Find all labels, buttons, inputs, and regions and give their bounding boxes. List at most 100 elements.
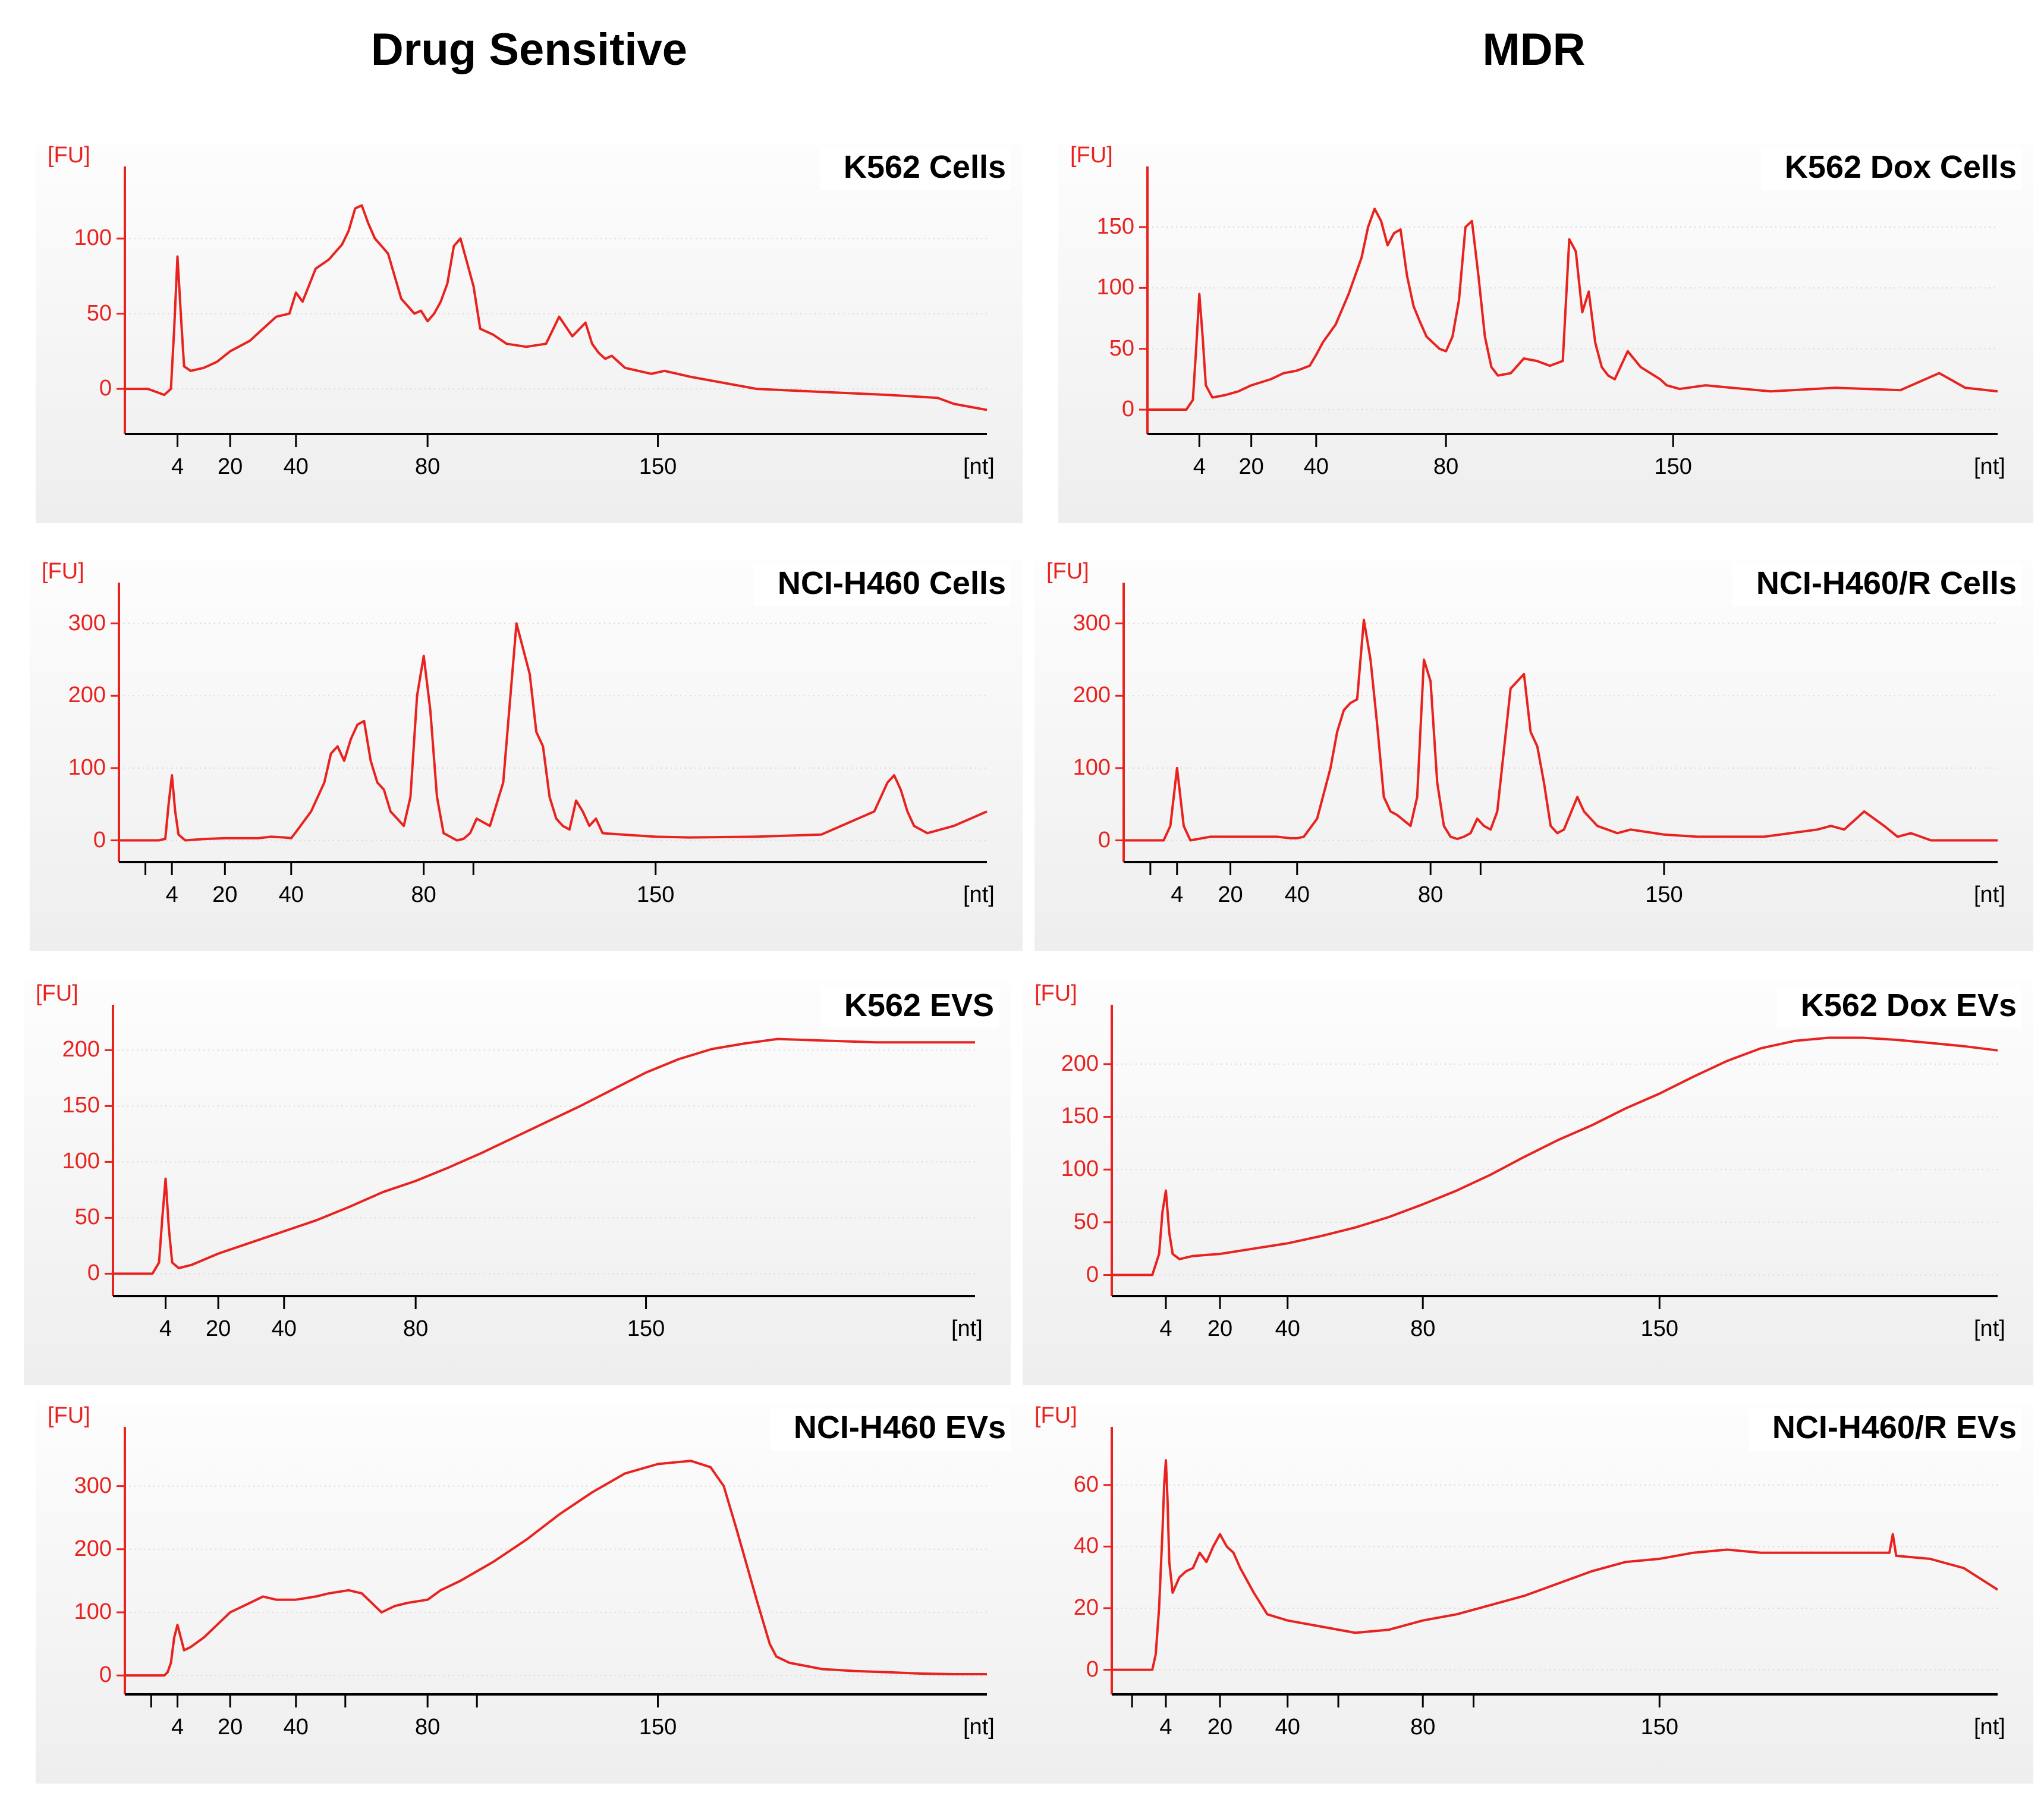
y-tick-label: 40 [1073, 1533, 1099, 1559]
chart-nci-h460-r-evs [1103, 1427, 1999, 1707]
x-tick-label: 150 [1640, 1316, 1678, 1341]
y-tick-label: 200 [74, 1536, 112, 1561]
chart-nci-h460-evs [117, 1427, 987, 1707]
y-tick-label: 200 [62, 1037, 100, 1062]
y-axis-label: [FU] [42, 559, 84, 584]
x-tick-label: 4 [1159, 1316, 1172, 1341]
y-tick-label: 0 [87, 1260, 100, 1286]
y-axis-label: [FU] [1046, 559, 1089, 584]
y-tick-label: 200 [1073, 683, 1111, 708]
chart-nci-h460-cells [111, 583, 988, 875]
chart-title-k562-dox-evs: K562 Dox EVs [1776, 986, 2021, 1029]
x-tick-label: 4 [159, 1316, 172, 1341]
panel-k562-evs: 0 50 100 150 200 4 20 40 80 150 [FU] [nt] K562 EVS [24, 981, 1011, 1385]
chart-title-k562-cells: K562 Cells [819, 147, 1011, 190]
y-axis-label: [FU] [1070, 143, 1113, 168]
x-tick-label: 40 [1275, 1715, 1300, 1740]
y-tick-label: 0 [99, 1662, 112, 1688]
x-axis-label: [nt] [1974, 1316, 2005, 1341]
chart-title-k562-dox-cells: K562 Dox Cells [1760, 147, 2021, 190]
panel-k562-dox-evs: 0 50 100 150 200 4 20 40 80 150 [FU] [nt] K562 Dox E… [1023, 981, 2033, 1385]
y-tick-label: 100 [1096, 275, 1134, 300]
x-tick-label: 40 [1303, 454, 1329, 479]
y-axis-label: [FU] [48, 143, 90, 168]
y-tick-label: 20 [1073, 1595, 1099, 1620]
panel-k562-dox-cells: 0 50 100 150 4 20 40 80 150 [FU] [nt] K562 Dox Cell… [1058, 143, 2033, 523]
x-tick-label: 4 [1171, 882, 1184, 907]
chart-title-nci-h460-evs: NCI-H460 EVs [769, 1408, 1011, 1451]
series-line-nci-h460-cells [119, 622, 988, 842]
panel-nci-h460-r-evs: 0 20 40 60 4 20 40 80 150 [FU] [nt] NCI-H460/R EVs [1023, 1403, 2033, 1784]
y-axis-label: [FU] [1034, 981, 1077, 1006]
x-tick-label: 20 [217, 1715, 243, 1740]
x-tick-label: 20 [1207, 1715, 1233, 1740]
y-tick-label: 150 [1061, 1103, 1099, 1129]
x-tick-label: 80 [411, 882, 436, 907]
y-tick-label: 200 [1061, 1051, 1099, 1076]
x-tick-label: 20 [205, 1316, 231, 1341]
x-axis-label: [nt] [1974, 1715, 2005, 1740]
y-tick-label: 50 [1109, 335, 1134, 361]
x-tick-label: 40 [271, 1316, 297, 1341]
y-tick-label: 100 [1073, 754, 1111, 780]
y-tick-label: 150 [62, 1093, 100, 1118]
y-axis-label: [FU] [36, 981, 78, 1006]
x-tick-label: 80 [415, 454, 441, 479]
x-tick-label: 4 [165, 882, 178, 907]
y-tick-label: 300 [68, 610, 106, 636]
chart-title-nci-h460-r-evs: NCI-H460/R EVs [1748, 1408, 2021, 1451]
x-axis-label: [nt] [1974, 454, 2005, 479]
y-tick-label: 100 [74, 225, 112, 251]
series-line-k562-evs [113, 1037, 975, 1275]
y-tick-label: 150 [1096, 213, 1134, 239]
x-tick-label: 150 [639, 454, 677, 479]
x-tick-label: 20 [1218, 882, 1243, 907]
chart-title-nci-h460-r-cells: NCI-H460/R Cells [1732, 564, 2021, 606]
chart-nci-h460-r-cells [1115, 583, 1998, 875]
series-line-k562-cells [125, 204, 988, 411]
panel-nci-h460-evs: 0 100 200 300 4 20 40 80 150 [FU] [nt] NCI-H460 EVs [36, 1403, 1023, 1784]
x-tick-label: 40 [278, 882, 304, 907]
y-tick-label: 50 [86, 300, 112, 326]
y-tick-label: 50 [1073, 1209, 1099, 1234]
x-tick-label: 40 [1275, 1316, 1300, 1341]
y-axis-label: [FU] [1034, 1403, 1077, 1428]
y-axis-label: [FU] [48, 1403, 90, 1428]
x-tick-label: 4 [171, 454, 184, 479]
y-tick-label: 0 [99, 376, 112, 401]
y-tick-label: 0 [1086, 1656, 1099, 1682]
x-tick-label: 4 [1193, 454, 1206, 479]
x-tick-label: 20 [1238, 454, 1264, 479]
x-tick-label: 150 [1640, 1715, 1678, 1740]
series-line-nci-h460-evs [125, 1460, 987, 1677]
y-tick-label: 60 [1073, 1471, 1099, 1497]
x-tick-label: 80 [1410, 1715, 1436, 1740]
y-tick-label: 50 [74, 1205, 100, 1230]
y-tick-label: 100 [1061, 1156, 1099, 1182]
x-tick-label: 150 [1654, 454, 1692, 479]
y-tick-label: 300 [74, 1473, 112, 1498]
x-tick-label: 4 [171, 1715, 184, 1740]
column-title-drug-sensitive: Drug Sensitive [370, 24, 688, 75]
series-line-k562-dox-cells [1147, 207, 1998, 411]
y-tick-label: 0 [1098, 827, 1111, 853]
y-tick-label: 300 [1073, 610, 1111, 636]
series-line-nci-h460-r-evs [1112, 1459, 1999, 1671]
chart-k562-cells [117, 166, 988, 447]
column-title-mdr: MDR [1482, 24, 1586, 75]
x-tick-label: 40 [283, 1715, 309, 1740]
x-axis-label: [nt] [963, 882, 995, 907]
chart-k562-evs [105, 1005, 975, 1309]
x-tick-label: 150 [637, 882, 675, 907]
chart-title-nci-h460-cells: NCI-H460 Cells [753, 564, 1011, 606]
x-tick-label: 4 [1159, 1715, 1172, 1740]
x-tick-label: 20 [217, 454, 243, 479]
y-tick-label: 100 [74, 1599, 112, 1624]
series-line-k562-dox-evs [1112, 1036, 1998, 1276]
panel-nci-h460-r-cells: 0 100 200 300 4 20 40 80 150 [FU] [nt] NCI-H460/R C… [1034, 559, 2033, 951]
x-tick-label: 80 [1418, 882, 1444, 907]
series-line-nci-h460-r-cells [1124, 618, 1998, 842]
y-tick-label: 0 [1086, 1262, 1099, 1287]
x-axis-label: [nt] [963, 1715, 995, 1740]
x-tick-label: 150 [627, 1316, 665, 1341]
